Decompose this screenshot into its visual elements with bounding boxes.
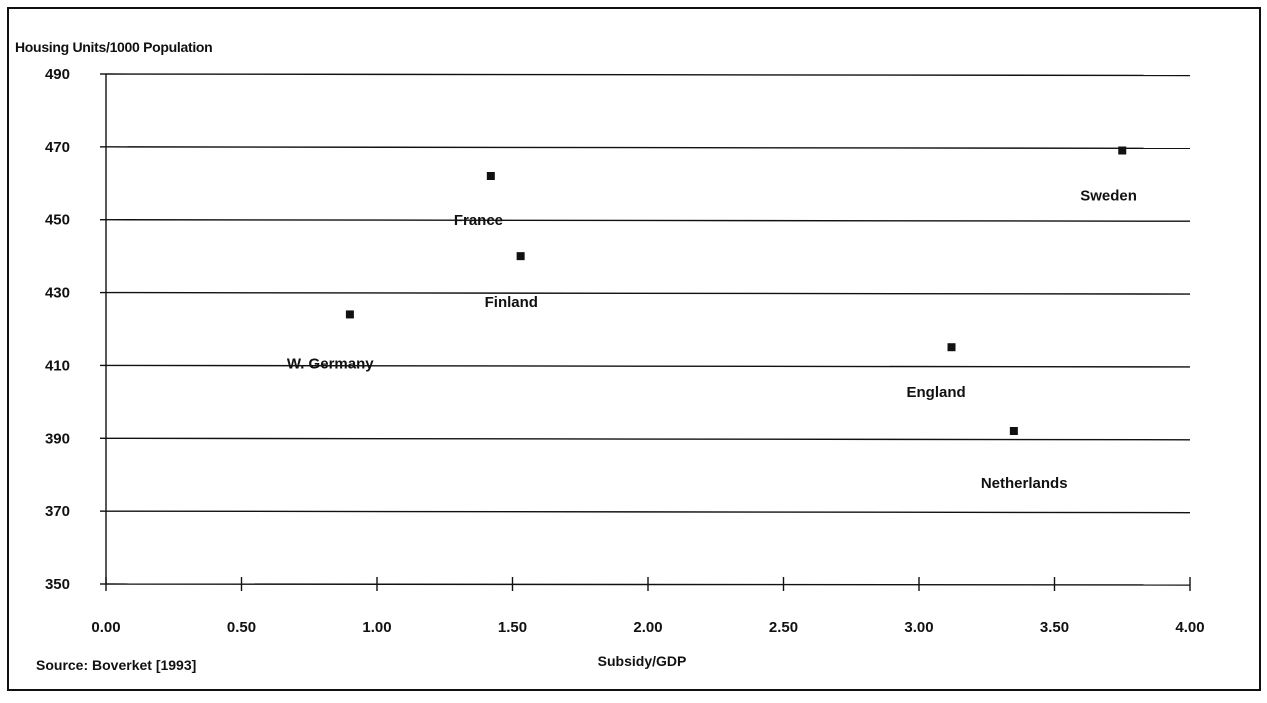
x-tick-labels: 0.00 0.50 1.00 1.50 2.00 2.50 3.00 3.50 4.00 [91,619,1204,636]
x-axis-label: Subsidy/GDP [598,653,687,669]
y-tick-label-490: 490 [45,66,70,83]
x-tick-label-3.50: 3.50 [1040,619,1069,636]
y-tick-label-390: 390 [45,430,70,447]
gridline-y-490 [105,73,1191,77]
x-tick-label-1.00: 1.00 [362,619,391,636]
y-tick-label-370: 370 [45,503,70,520]
data-label-5: Sweden [1080,188,1137,205]
x-tick-label-3.00: 3.00 [904,619,933,636]
gridline-y-470 [105,146,1191,150]
data-label-2: Finland [485,294,538,311]
y-tick-label-410: 410 [45,357,70,374]
x-tick-label-0.00: 0.00 [91,619,120,636]
x-tick-label-2.00: 2.00 [633,619,662,636]
data-point-3 [947,343,956,352]
data-label-3: England [907,384,966,401]
gridline-y-370 [105,510,1191,514]
source-note: Source: Boverket [1993] [36,657,196,673]
y-tick-label-470: 470 [45,139,70,156]
x-tick-label-2.50: 2.50 [769,619,798,636]
data-label-0: W. Germany [287,355,374,372]
data-point-4 [1009,427,1018,435]
y-tick-label-430: 430 [45,285,70,302]
gridline-y-390 [105,437,1191,441]
axes [100,73,1191,591]
x-tick-label-0.50: 0.50 [227,619,256,636]
chart-border [7,7,1261,691]
data-point-2 [516,252,525,261]
gridlines [105,73,1191,514]
gridline-y-430 [105,291,1191,295]
y-tick-labels: 350 370 390 410 430 450 470 490 [45,66,70,593]
y-tick-label-350: 350 [45,576,70,593]
data-point-1 [486,172,495,180]
gridline-y-410 [105,364,1191,368]
data-point-0 [345,310,354,319]
x-tick-label-1.50: 1.50 [498,619,527,636]
data-label-1: France [454,212,503,229]
gridline-y-450 [105,219,1191,222]
y-axis-label: Housing Units/1000 Population [15,39,212,55]
data-points: W. Germany France Finland England Netherland… [287,146,1137,492]
x-tick-label-4.00: 4.00 [1175,619,1204,636]
data-point-5 [1118,146,1127,155]
y-tick-label-450: 450 [45,212,70,229]
data-label-4: Netherlands [981,475,1068,492]
